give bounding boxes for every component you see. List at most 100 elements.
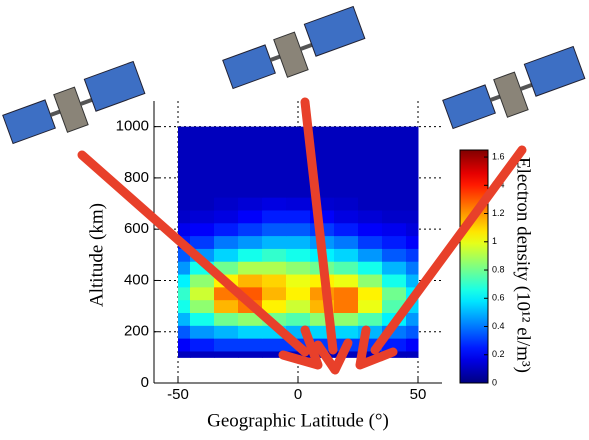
contour-cell: [358, 171, 383, 185]
contour-cell: [190, 312, 215, 326]
contour-cell: [286, 248, 311, 262]
contour-cell: [406, 126, 419, 134]
contour-cell: [406, 261, 419, 275]
contour-cell: [406, 248, 419, 262]
contour-cell: [178, 126, 191, 134]
contour-cell: [358, 184, 383, 198]
contour-cell: [358, 145, 383, 160]
satellite-body: [53, 86, 89, 133]
contour-cell: [358, 248, 383, 262]
contour-cell: [358, 126, 383, 134]
contour-cell: [382, 209, 407, 224]
field: [178, 126, 419, 358]
contour-cell: [334, 235, 359, 249]
contour-cell: [406, 274, 419, 288]
contour-cell: [214, 126, 239, 134]
contour-cell: [190, 350, 215, 358]
contour-cell: [178, 222, 191, 237]
contour-cell: [334, 126, 359, 134]
contour-cell: [382, 261, 407, 275]
contour-cell: [214, 299, 239, 313]
contour-cell: [334, 274, 359, 288]
contour-cell: [382, 338, 407, 352]
contour-cell: [178, 261, 191, 275]
contour-cell: [358, 197, 383, 211]
arrow-head: [278, 325, 323, 370]
contour-cell: [286, 274, 311, 288]
colorbar-tick-label: 0.2: [492, 349, 505, 359]
x-tick-label: 50: [410, 386, 427, 403]
contour-cell: [178, 299, 191, 313]
contour-cell: [238, 248, 263, 262]
contour-cell: [190, 197, 215, 211]
contour-cell: [406, 184, 419, 198]
contour-cell: [214, 209, 239, 224]
colorbar-tick-label: 0: [492, 377, 497, 387]
x-axis-label: Geographic Latitude (°): [207, 410, 389, 431]
contour-cell: [334, 171, 359, 185]
contour-cell: [178, 286, 191, 301]
contour-cell: [334, 184, 359, 198]
contour-cell: [406, 235, 419, 249]
contour-cell: [190, 184, 215, 198]
contour-cell: [262, 274, 287, 288]
contour-cell: [334, 299, 359, 313]
contour-cell: [382, 133, 407, 147]
contour-cell: [358, 312, 383, 326]
contour-cell: [262, 209, 287, 224]
colorbar-tick-label: 1.6: [492, 151, 505, 161]
satellite-body: [273, 31, 309, 78]
contour-cell: [334, 312, 359, 326]
contour-cell: [214, 184, 239, 198]
arrow-head: [313, 338, 353, 375]
contour-cell: [190, 171, 215, 185]
y-axis-label: Altitude (km): [86, 203, 107, 307]
contour-cell: [334, 197, 359, 211]
contour-cell: [190, 235, 215, 249]
contour-cell: [214, 350, 239, 358]
contour-cell: [178, 209, 191, 224]
contour-cell: [334, 286, 359, 301]
boom: [79, 98, 93, 106]
contour-cell: [190, 325, 215, 339]
contour-cell: [178, 171, 191, 185]
solar-panel: [523, 45, 586, 97]
contour-cell: [214, 235, 239, 249]
contour-cell: [286, 209, 311, 224]
contour-cell: [286, 235, 311, 249]
axes: -50 0 50 0 200 400 600 800 1000 0 0.2 0.4 0.6 0.8 1 1.2…: [116, 101, 505, 403]
colorbar-tick-label: 1.2: [492, 208, 505, 218]
solar-panel: [222, 44, 276, 90]
contour-cell: [238, 184, 263, 198]
contour-cell: [190, 158, 215, 172]
satellite: [222, 5, 366, 90]
contour-cell: [238, 158, 263, 172]
contour-cell: [178, 145, 191, 160]
contour-cell: [334, 222, 359, 237]
y-tick-label: 400: [124, 271, 149, 288]
satellite: [2, 60, 146, 145]
contour-cell: [214, 222, 239, 237]
y-tick-label: 600: [124, 220, 149, 237]
contour-cell: [238, 274, 263, 288]
contour-cell: [406, 197, 419, 211]
contour-cell: [406, 350, 419, 358]
contour-cell: [238, 145, 263, 160]
contour-cell: [406, 338, 419, 352]
contour-cell: [178, 338, 191, 352]
solar-panel: [83, 60, 146, 112]
contour-cell: [190, 209, 215, 224]
contour-cell: [358, 209, 383, 224]
contour-cell: [262, 235, 287, 249]
contour-cell: [190, 299, 215, 313]
contour-cell: [334, 133, 359, 147]
contour-cell: [358, 133, 383, 147]
contour-cell: [214, 338, 239, 352]
arrows: [77, 97, 527, 375]
x-tick-label: 0: [294, 386, 302, 403]
contour-cell: [214, 325, 239, 339]
contour-cell: [358, 299, 383, 313]
contour-cell: [190, 133, 215, 147]
contour-cell: [382, 286, 407, 301]
